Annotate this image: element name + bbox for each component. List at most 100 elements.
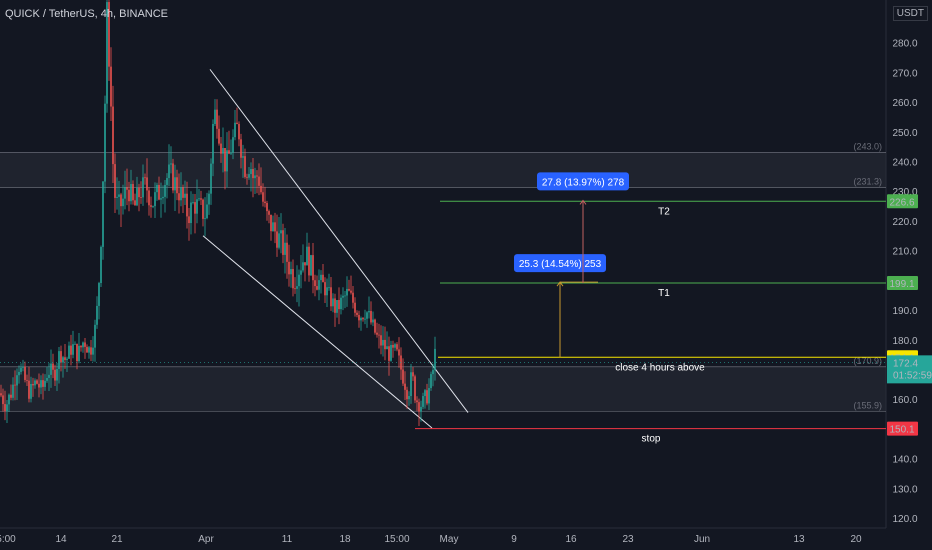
current-price-label: 172.4 bbox=[893, 358, 918, 369]
candle-body bbox=[118, 194, 120, 197]
candle-body bbox=[120, 194, 122, 207]
candle-body bbox=[270, 214, 272, 232]
candle-body bbox=[252, 169, 254, 179]
candle-body bbox=[68, 345, 70, 359]
measure-arrow-icon bbox=[579, 199, 587, 205]
candle-body bbox=[162, 196, 164, 199]
y-tick-label: 240.0 bbox=[892, 157, 917, 168]
candle-body bbox=[24, 366, 26, 380]
zones: (243.0) (231.3) (170.9) (155.9) bbox=[0, 142, 886, 412]
candle-body bbox=[150, 205, 152, 207]
candle-body bbox=[422, 396, 424, 407]
candle-body bbox=[36, 380, 38, 384]
candle-body bbox=[260, 185, 262, 193]
candle-body bbox=[336, 300, 338, 313]
y-tick-label: 250.0 bbox=[892, 128, 917, 139]
zone-1 bbox=[0, 366, 886, 412]
candle-body bbox=[222, 148, 224, 154]
x-tick-label: 14 bbox=[55, 534, 67, 545]
candle-body bbox=[230, 152, 232, 154]
zone-top-label: (243.0) bbox=[853, 142, 882, 152]
candle-body bbox=[190, 202, 192, 224]
y-tick-label: 190.0 bbox=[892, 306, 917, 317]
x-tick-label: 23 bbox=[622, 534, 634, 545]
x-tick-label: 13 bbox=[793, 534, 805, 545]
measure-label-1: 27.8 (13.97%) 278 bbox=[542, 177, 625, 188]
candle-body bbox=[394, 344, 396, 348]
candle-body bbox=[242, 156, 244, 158]
candle-body bbox=[432, 370, 434, 375]
candle-body bbox=[402, 369, 404, 384]
level-price-box bbox=[887, 421, 918, 436]
candle-body bbox=[354, 302, 356, 313]
candle-body bbox=[428, 388, 430, 404]
candle-body bbox=[26, 379, 28, 381]
candle-body bbox=[410, 372, 412, 397]
level-price-label: 150.1 bbox=[889, 425, 914, 436]
candle-body bbox=[258, 176, 260, 186]
candle-body bbox=[112, 106, 114, 165]
candle-body bbox=[326, 287, 328, 296]
candle-body bbox=[184, 193, 186, 198]
candle-body bbox=[290, 269, 292, 275]
candle-body bbox=[212, 123, 214, 164]
candle-body bbox=[86, 346, 88, 353]
x-tick-label: May bbox=[440, 534, 459, 545]
candle-body bbox=[34, 380, 36, 386]
candle-body bbox=[218, 128, 220, 144]
candle-body bbox=[316, 286, 318, 290]
candle-body bbox=[48, 374, 50, 378]
candle-body bbox=[192, 202, 194, 203]
y-tick-label: 220.0 bbox=[892, 217, 917, 228]
candle-body bbox=[346, 288, 348, 296]
candle-body bbox=[154, 192, 156, 207]
candle-body bbox=[340, 297, 342, 310]
candle-body bbox=[382, 339, 384, 346]
measurements: 25.3 (14.54%) 253 27.8 (13.97%) 278 bbox=[514, 172, 629, 358]
currency-unit[interactable]: USDT bbox=[892, 6, 928, 21]
candle-body bbox=[372, 319, 374, 323]
candle-body bbox=[126, 187, 128, 190]
candle-body bbox=[362, 318, 364, 320]
candle-body bbox=[168, 164, 170, 179]
candle-body bbox=[248, 174, 250, 178]
candle-body bbox=[74, 343, 76, 345]
candle-body bbox=[398, 349, 400, 356]
candle-body bbox=[110, 66, 112, 107]
candle-body bbox=[430, 374, 432, 389]
candle-body bbox=[208, 193, 210, 205]
candle-body bbox=[294, 288, 296, 290]
candle-body bbox=[278, 233, 280, 248]
candle-body bbox=[16, 375, 18, 386]
candle-body bbox=[20, 367, 22, 372]
candle-body bbox=[160, 198, 162, 200]
candle-body bbox=[62, 357, 64, 363]
candle-body bbox=[420, 406, 422, 412]
candle-body bbox=[348, 288, 350, 291]
candle-body bbox=[196, 199, 198, 214]
candle-body bbox=[132, 184, 134, 201]
countdown-label: 01:52:59 bbox=[893, 370, 932, 381]
candle-body bbox=[256, 175, 258, 177]
candle-body bbox=[342, 295, 344, 298]
candle-body bbox=[60, 351, 62, 363]
candle-body bbox=[42, 380, 44, 387]
x-tick-label: 15:00 bbox=[384, 534, 409, 545]
y-tick-label: 280.0 bbox=[892, 39, 917, 50]
candle-body bbox=[14, 384, 16, 386]
y-tick-label: 210.0 bbox=[892, 247, 917, 258]
candle-body bbox=[66, 358, 68, 360]
candle-body bbox=[322, 274, 324, 283]
candle-body bbox=[80, 345, 82, 348]
candle-body bbox=[40, 380, 42, 388]
candle-body bbox=[116, 196, 118, 198]
candle-body bbox=[172, 163, 174, 191]
candle-body bbox=[176, 177, 178, 194]
candle-body bbox=[416, 400, 418, 403]
candle-body bbox=[44, 380, 46, 387]
candle-body bbox=[174, 177, 176, 191]
level-label-2: close 4 hours above bbox=[615, 362, 705, 373]
candle-body bbox=[244, 156, 246, 177]
